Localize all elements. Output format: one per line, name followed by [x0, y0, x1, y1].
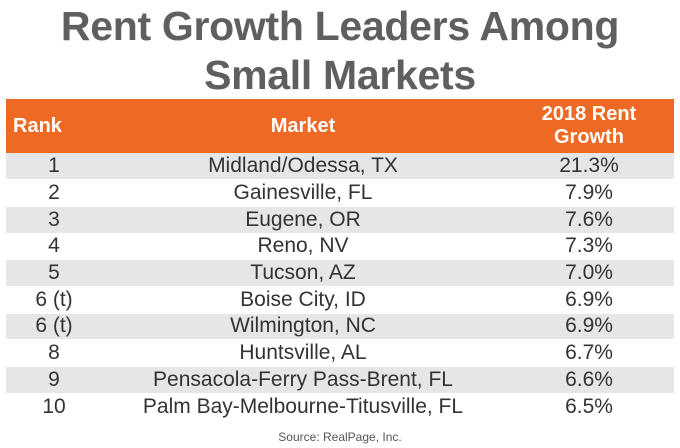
market-cell: Gainesville, FL: [102, 179, 504, 207]
table-row: 9 Pensacola-Ferry Pass-Brent, FL 6.6%: [6, 366, 674, 394]
growth-cell: 7.0%: [504, 259, 674, 287]
table-body: 1 Midland/Odessa, TX 21.3% 2 Gainesville…: [6, 153, 674, 421]
header-row: Rank Market 2018 Rent Growth: [6, 99, 674, 153]
rank-cell: 5: [6, 259, 102, 287]
rank-cell: 2: [6, 179, 102, 207]
table-row: 8 Huntsville, AL 6.7%: [6, 339, 674, 367]
header-market: Market: [270, 114, 336, 137]
table-row: 2 Gainesville, FL 7.9%: [6, 179, 674, 207]
market-cell: Tucson, AZ: [102, 259, 504, 287]
growth-cell: 6.5%: [504, 393, 674, 421]
growth-cell: 7.3%: [504, 233, 674, 261]
table-row: 4 Reno, NV 7.3%: [6, 233, 674, 261]
rank-cell: 10: [6, 393, 102, 421]
growth-cell: 6.7%: [504, 339, 674, 367]
market-cell: Eugene, OR: [102, 206, 504, 234]
table-row: 3 Eugene, OR 7.6%: [6, 206, 674, 234]
market-cell: Boise City, ID: [102, 286, 504, 314]
rank-cell: 1: [6, 153, 102, 181]
title-line-2: Small Markets: [204, 52, 476, 98]
rank-cell: 8: [6, 339, 102, 367]
market-cell: Pensacola-Ferry Pass-Brent, FL: [102, 366, 504, 394]
header-rank: Rank: [13, 114, 62, 137]
table-row: 5 Tucson, AZ 7.0%: [6, 259, 674, 287]
rank-cell: 6 (t): [6, 286, 102, 314]
market-cell: Reno, NV: [102, 233, 504, 261]
table-row: 1 Midland/Odessa, TX 21.3%: [6, 153, 674, 181]
market-cell: Palm Bay-Melbourne-Titusville, FL: [102, 393, 504, 421]
rank-cell: 9: [6, 366, 102, 394]
market-cell: Wilmington, NC: [102, 313, 504, 341]
rent-growth-table: Rank Market 2018 Rent Growth 1 Midland/O…: [6, 99, 674, 421]
header-growth: 2018 Rent Growth: [504, 99, 674, 153]
growth-cell: 7.9%: [504, 179, 674, 207]
table-row: 6 (t) Boise City, ID 6.9%: [6, 286, 674, 314]
rank-cell: 3: [6, 206, 102, 234]
table-row: 10 Palm Bay-Melbourne-Titusville, FL 6.5…: [6, 393, 674, 421]
growth-cell: 6.9%: [504, 286, 674, 314]
growth-cell: 6.6%: [504, 366, 674, 394]
market-cell: Huntsville, AL: [102, 339, 504, 367]
header-growth-line-1: 2018 Rent: [541, 103, 637, 125]
market-cell: Midland/Odessa, TX: [102, 153, 504, 181]
growth-cell: 6.9%: [504, 313, 674, 341]
source-note: Source: RealPage, Inc.: [278, 430, 402, 444]
rank-cell: 4: [6, 233, 102, 261]
header-growth-line-2: Growth: [554, 126, 624, 148]
table-header: Rank Market 2018 Rent Growth: [6, 99, 674, 153]
title-line-1: Rent Growth Leaders Among: [60, 3, 620, 49]
growth-cell: 21.3%: [504, 153, 674, 181]
rank-cell: 6 (t): [6, 313, 102, 341]
page-title: Rent Growth Leaders Among Small Markets: [0, 2, 680, 100]
table-row: 6 (t) Wilmington, NC 6.9%: [6, 313, 674, 341]
growth-cell: 7.6%: [504, 206, 674, 234]
